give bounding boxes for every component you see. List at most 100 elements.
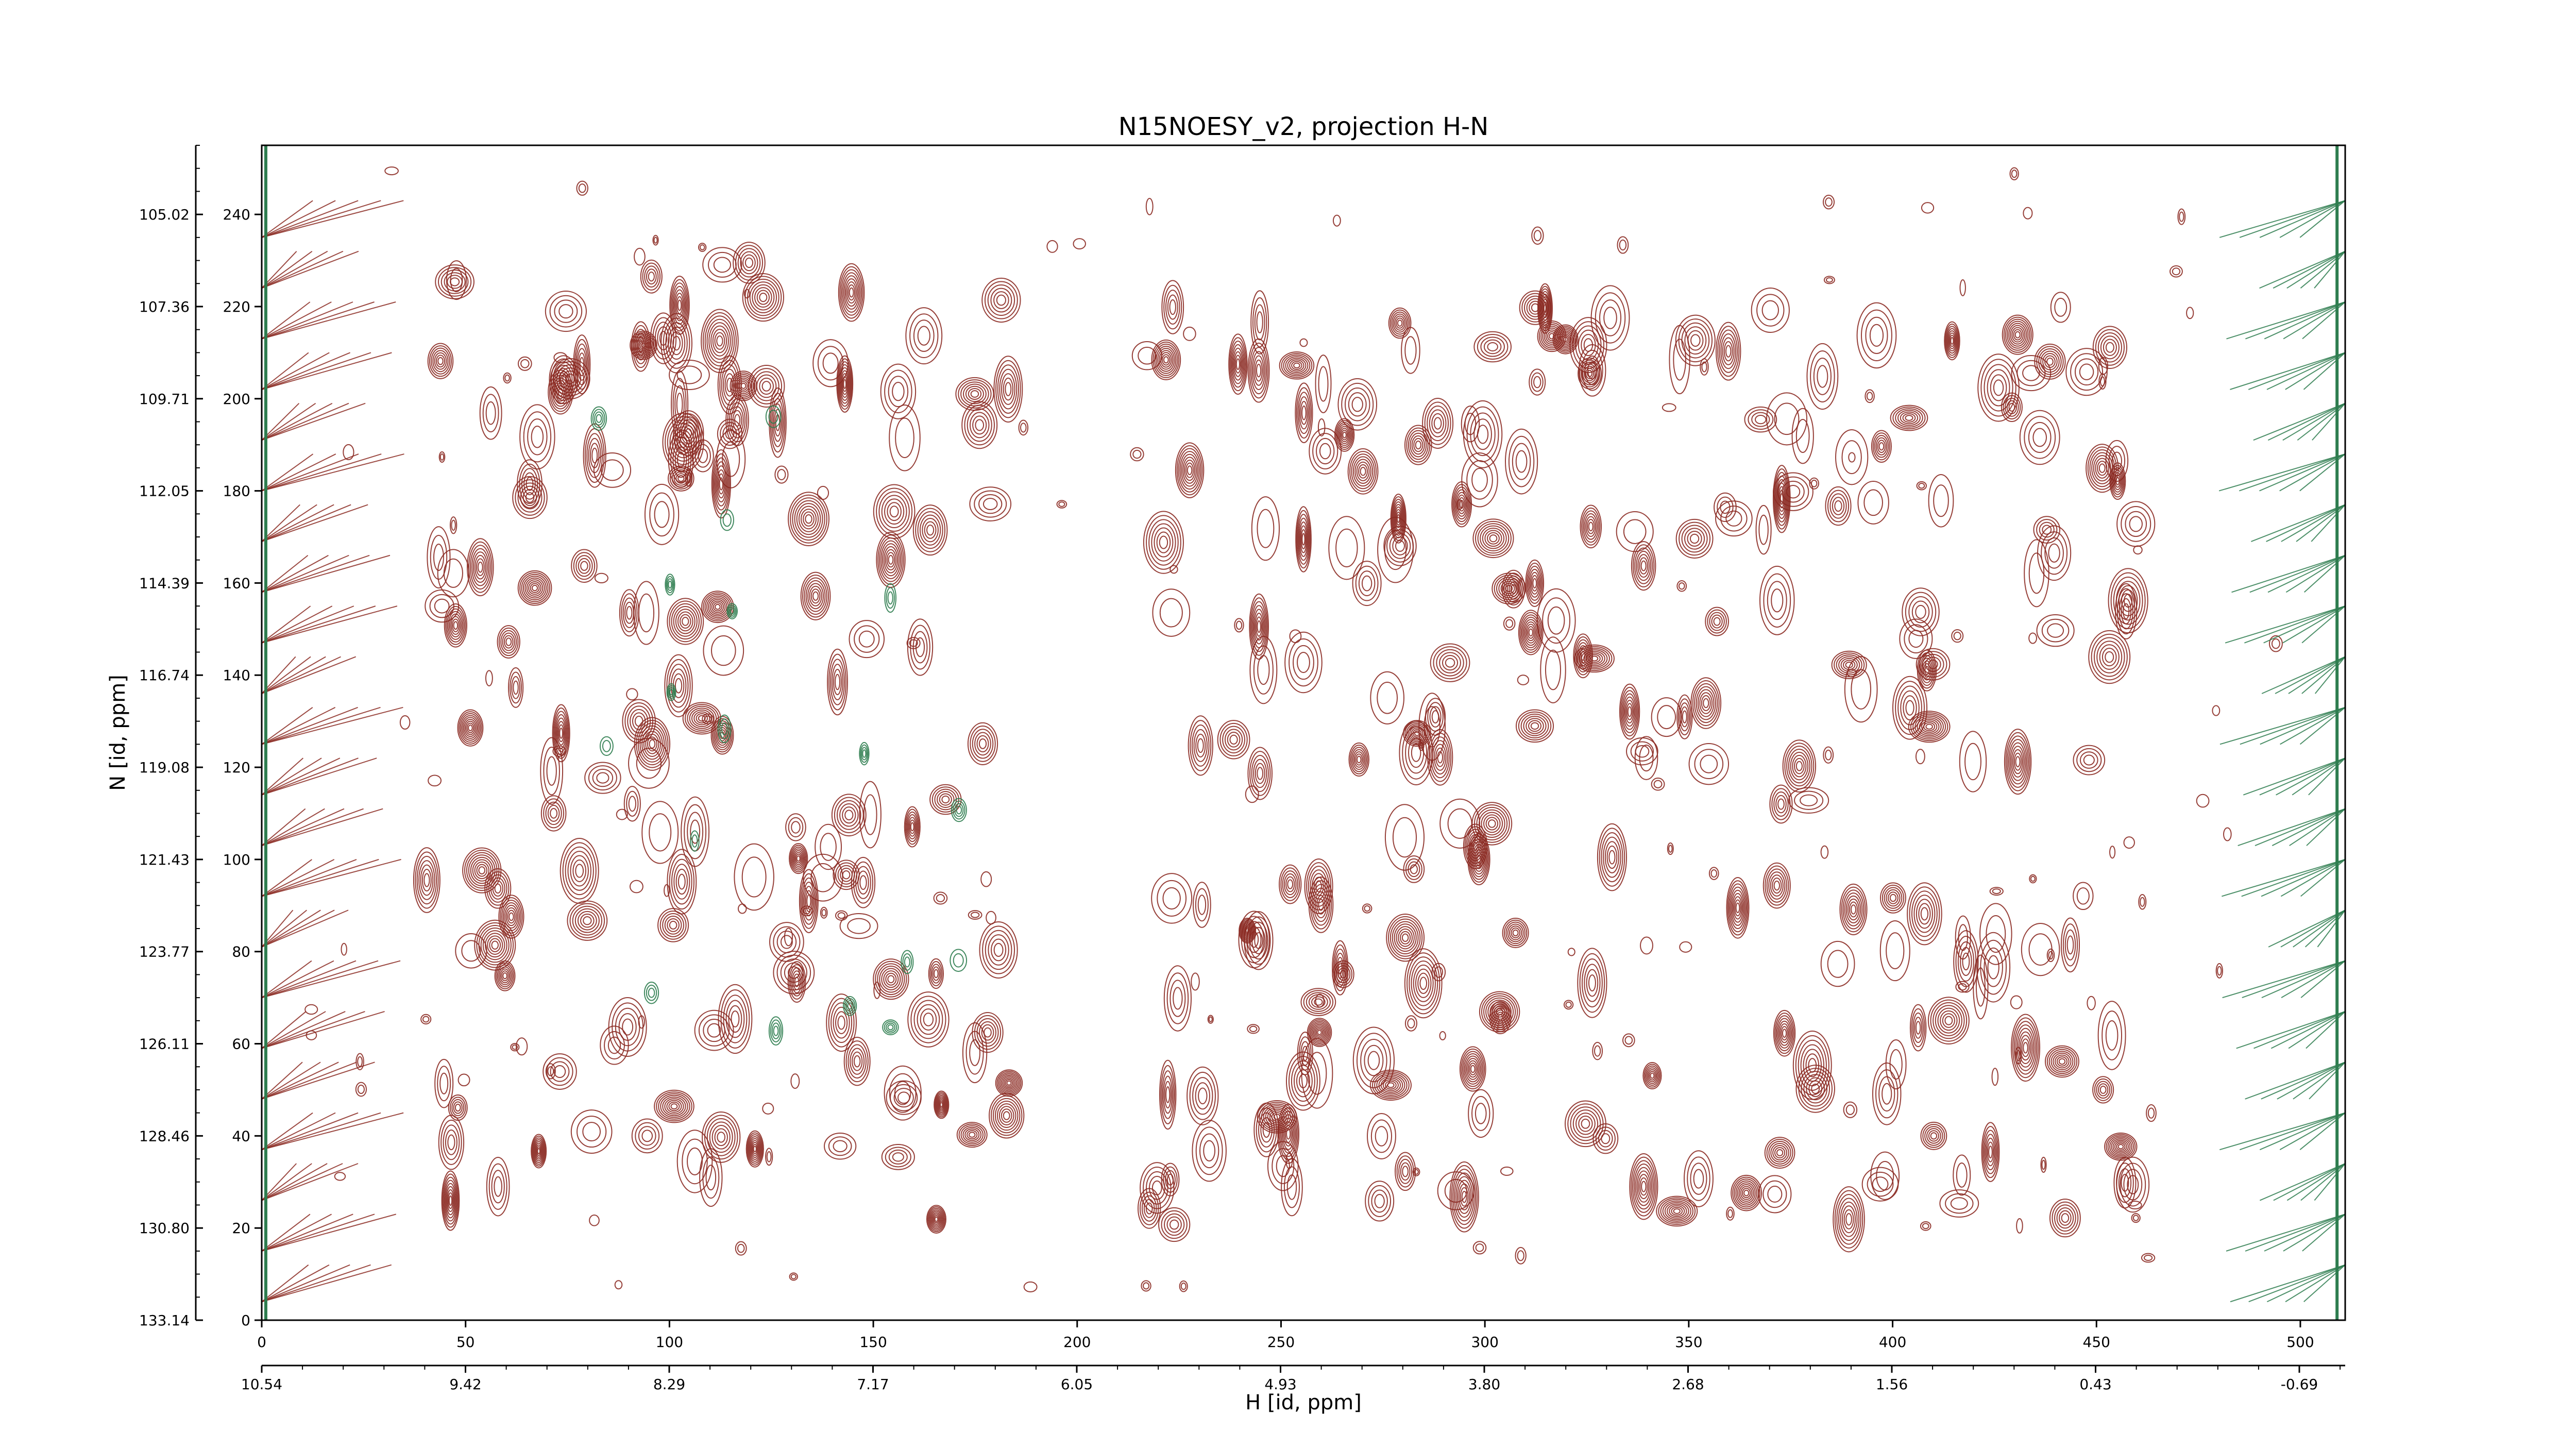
x-ppm-label: 2.68 bbox=[1672, 1376, 1704, 1393]
peak-contour bbox=[531, 425, 544, 448]
noise-peak-contour bbox=[1567, 948, 1575, 956]
y-tick-label: 220 bbox=[223, 298, 250, 315]
right-edge-band-contour bbox=[2261, 960, 2345, 999]
noise-peak-contour bbox=[1073, 238, 1086, 250]
peak bbox=[926, 1205, 946, 1234]
peak-contour bbox=[474, 862, 489, 880]
peak-contour bbox=[1284, 631, 1323, 694]
peak bbox=[498, 895, 524, 939]
peak-contour bbox=[572, 905, 603, 936]
peak-contour bbox=[434, 598, 450, 614]
left-edge-band-contour bbox=[262, 858, 335, 897]
peak-contour bbox=[478, 924, 512, 966]
peak bbox=[1461, 452, 1498, 508]
peak bbox=[907, 618, 934, 676]
peak bbox=[1404, 425, 1432, 465]
peak-contour bbox=[1352, 561, 1382, 606]
peak-contour bbox=[1255, 612, 1264, 641]
peak-contour bbox=[1477, 425, 1489, 444]
peak-contour bbox=[1360, 1038, 1387, 1083]
left-edge-band-contour bbox=[262, 554, 349, 593]
peak-contour bbox=[667, 465, 694, 492]
peak-contour bbox=[1526, 718, 1544, 734]
peak-contour bbox=[1987, 369, 2010, 407]
noise-peak-contour bbox=[2029, 874, 2037, 884]
noise-peak-contour bbox=[909, 639, 918, 647]
left-edge-band-contour bbox=[262, 605, 376, 644]
left-edge-band-contour bbox=[262, 1011, 346, 1049]
peak-contour bbox=[1917, 717, 1942, 736]
peak-contour bbox=[988, 934, 1009, 966]
right-edge-band-contour bbox=[2301, 656, 2345, 694]
peak-contour bbox=[676, 393, 683, 416]
peak-contour bbox=[1405, 858, 1422, 880]
right-edge-band-contour bbox=[2259, 1112, 2345, 1151]
peak-contour bbox=[1484, 530, 1502, 547]
peak-contour bbox=[1863, 489, 1883, 516]
peak bbox=[733, 242, 766, 284]
left-edge-band-contour bbox=[262, 960, 379, 999]
peak-contour bbox=[1795, 1065, 1835, 1113]
peak-contour bbox=[444, 603, 467, 648]
noise-peak-contour bbox=[515, 1037, 528, 1056]
peak-contour bbox=[1897, 410, 1921, 426]
peak-contour bbox=[790, 494, 827, 544]
peak-contour bbox=[1378, 1076, 1403, 1094]
peak-contour bbox=[548, 369, 573, 415]
noise-peak bbox=[789, 1272, 799, 1281]
peak-contour bbox=[1725, 510, 1742, 527]
peak-contour bbox=[476, 864, 488, 877]
noise-peak-contour bbox=[2010, 995, 2023, 1009]
noise-peak-contour bbox=[2040, 1156, 2047, 1173]
peak-contour bbox=[1800, 794, 1818, 806]
peak-contour bbox=[1679, 702, 1690, 732]
noise-peak bbox=[2016, 1218, 2023, 1234]
noise-peak bbox=[1317, 418, 1326, 437]
peak-contour bbox=[574, 339, 589, 390]
peak-contour bbox=[1453, 486, 1470, 523]
peak-contour bbox=[521, 468, 538, 500]
peak-contour bbox=[1395, 1152, 1416, 1191]
right-edge-band-contour bbox=[2239, 200, 2345, 238]
noise-peak-contour bbox=[2048, 951, 2054, 960]
peak bbox=[788, 492, 829, 547]
peak-contour bbox=[716, 335, 723, 347]
noise-peak-contour bbox=[735, 1241, 747, 1256]
noise-peak-contour bbox=[765, 1148, 773, 1166]
peak-contour bbox=[937, 1096, 946, 1114]
peak-contour bbox=[662, 1096, 686, 1117]
noise-peak-contour bbox=[1822, 194, 1835, 210]
noise-peak-contour bbox=[1456, 499, 1463, 510]
peak-contour bbox=[1925, 723, 1933, 730]
peak bbox=[826, 993, 857, 1052]
peak-contour bbox=[668, 431, 694, 488]
peak-contour bbox=[1684, 528, 1705, 550]
peak-contour bbox=[1452, 1169, 1477, 1225]
noise-peak-contour bbox=[1955, 981, 1970, 993]
peak-contour bbox=[1911, 890, 1938, 937]
peak-contour bbox=[1538, 322, 1565, 350]
peak-contour bbox=[876, 487, 913, 535]
peak-contour bbox=[1834, 500, 1842, 512]
peak-contour bbox=[826, 993, 857, 1052]
peak-contour bbox=[753, 371, 779, 401]
peak-contour bbox=[853, 1055, 861, 1068]
peak bbox=[644, 483, 680, 545]
left-edge-band-contour bbox=[262, 706, 336, 745]
noise-peak bbox=[1640, 936, 1653, 955]
peak bbox=[1300, 988, 1336, 1016]
peak-contour bbox=[885, 1147, 911, 1168]
noise-peak-contour bbox=[835, 910, 848, 921]
peak-contour bbox=[1392, 921, 1419, 954]
peak-contour bbox=[554, 299, 578, 323]
noise-peak-contour bbox=[1407, 1018, 1415, 1029]
y-tick-label: 20 bbox=[232, 1220, 250, 1237]
peak-contour bbox=[839, 367, 850, 401]
peak-contour bbox=[1244, 925, 1251, 936]
noise-peak-contour bbox=[616, 808, 628, 820]
left-edge-band-contour bbox=[262, 352, 351, 390]
peak-contour bbox=[881, 495, 907, 529]
peak-contour bbox=[827, 648, 848, 716]
peak-contour bbox=[984, 281, 1018, 319]
peak-contour bbox=[471, 548, 489, 586]
